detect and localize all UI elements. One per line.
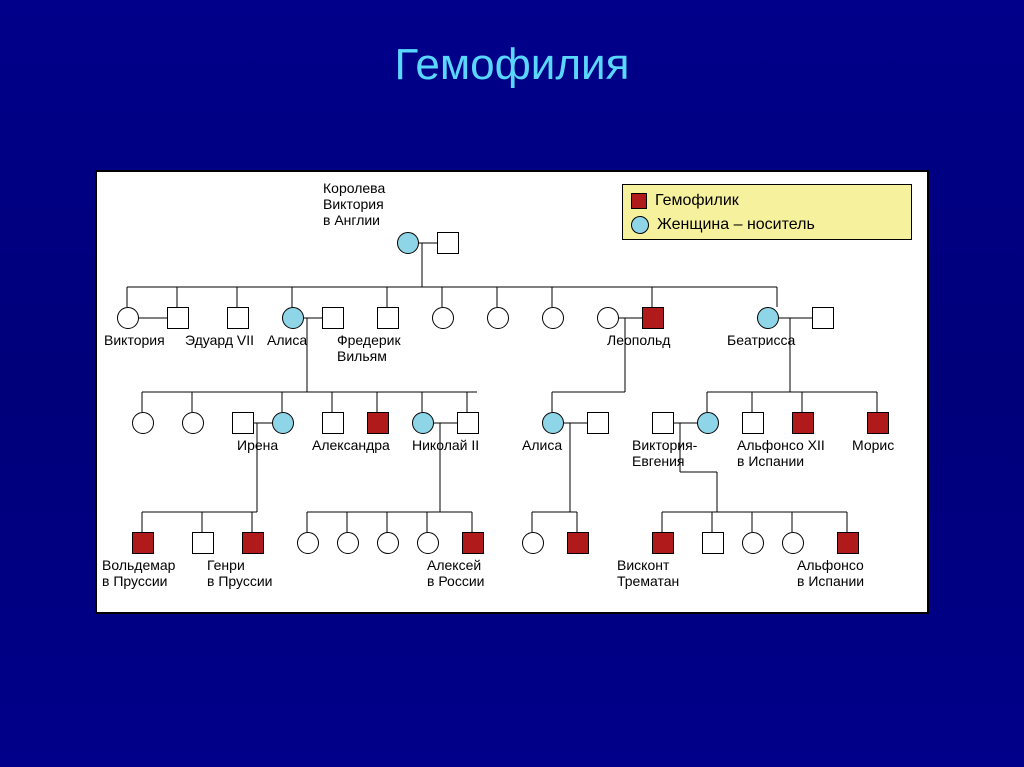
label-g3-alice2: Алиса: [522, 437, 562, 453]
node-g2-fw: [377, 307, 399, 329]
node-g4-e1: [522, 532, 544, 554]
node-g2-bea_h: [812, 307, 834, 329]
node-g4-f1: [702, 532, 724, 554]
label-g4-alexei: Алексей в России: [427, 557, 484, 589]
label-g3-vict_eu: Виктория- Евгения: [632, 437, 697, 469]
node-g3-irena: [272, 412, 294, 434]
node-g4-e2: [567, 532, 589, 554]
node-g3-irena_h: [232, 412, 254, 434]
node-g3-moris: [867, 412, 889, 434]
node-g4-d2: [337, 532, 359, 554]
label-g3-irena: Ирена: [237, 437, 278, 453]
node-g2-alice_h: [322, 307, 344, 329]
node-g2-bea: [757, 307, 779, 329]
legend: Гемофилик Женщина – носитель: [622, 184, 912, 240]
node-g3-vict_eu: [697, 412, 719, 434]
node-g3-alice2_h: [587, 412, 609, 434]
node-g3-alexandra: [412, 412, 434, 434]
node-g4-viscont: [652, 532, 674, 554]
node-g1-albert: [437, 232, 459, 254]
label-g2-fw: Фредерик Вильям: [337, 332, 401, 364]
slide-root: Гемофилия Гемофилик Женщина – носитель К…: [0, 0, 1024, 767]
node-g2-u1: [432, 307, 454, 329]
label-g4-alfonso2: Альфонсо в Испании: [797, 557, 864, 589]
legend-row-carrier: Женщина – носитель: [631, 213, 903, 237]
legend-label-carrier: Женщина – носитель: [657, 216, 815, 234]
node-g4-f3: [782, 532, 804, 554]
node-g2-u3: [542, 307, 564, 329]
node-g3-g3s1: [322, 412, 344, 434]
node-g4-d4: [417, 532, 439, 554]
node-g2-u2: [487, 307, 509, 329]
node-g2-leo: [642, 307, 664, 329]
node-g3-vict_eu_h: [652, 412, 674, 434]
node-g2-vict_h: [167, 307, 189, 329]
pedigree-box: Гемофилик Женщина – носитель Королева Ви…: [95, 170, 929, 614]
node-g4-f2: [742, 532, 764, 554]
label-g2-vict_jr: Виктория: [104, 332, 165, 348]
label-g3-g3s2: Николай II: [412, 437, 479, 453]
node-g1-queen: [397, 232, 419, 254]
node-g2-alice: [282, 307, 304, 329]
node-g4-p1: [192, 532, 214, 554]
node-g3-alexdra_hemo: [367, 412, 389, 434]
label-g4-voldemar: Вольдемар в Пруссии: [102, 557, 175, 589]
label-g3-alexandra: Александра: [312, 437, 390, 453]
node-g3-alf12: [792, 412, 814, 434]
legend-square-hemo-icon: [631, 193, 647, 209]
legend-circle-carrier-icon: [631, 216, 649, 234]
node-g2-vict_jr: [117, 307, 139, 329]
node-g3-g3s3: [742, 412, 764, 434]
label-g2-leo: Леопольд: [607, 332, 670, 348]
legend-label-hemo: Гемофилик: [655, 192, 739, 210]
node-g4-voldemar: [132, 532, 154, 554]
node-g4-d1: [297, 532, 319, 554]
label-g4-viscont: Висконт Трематан: [617, 557, 679, 589]
label-g4-henri: Генри в Пруссии: [207, 557, 273, 589]
label-g2-bea: Беатрисса: [727, 332, 795, 348]
label-g2-ed7: Эдуард VII: [185, 332, 254, 348]
node-g2-leo_w: [597, 307, 619, 329]
label-g3-moris: Морис: [852, 437, 894, 453]
node-g4-d3: [377, 532, 399, 554]
node-g3-a: [132, 412, 154, 434]
node-g4-henri: [242, 532, 264, 554]
node-g3-alice2: [542, 412, 564, 434]
page-title: Гемофилия: [0, 40, 1024, 90]
node-g3-b: [182, 412, 204, 434]
label-g1-queen: Королева Виктория в Англии: [323, 180, 385, 228]
label-g2-alice: Алиса: [267, 332, 307, 348]
node-g4-alexei: [462, 532, 484, 554]
label-g3-alf12: Альфонсо XII в Испании: [737, 437, 825, 469]
node-g3-g3s2: [457, 412, 479, 434]
node-g4-alfonso2: [837, 532, 859, 554]
node-g2-ed7: [227, 307, 249, 329]
legend-row-hemo: Гемофилик: [631, 189, 903, 213]
